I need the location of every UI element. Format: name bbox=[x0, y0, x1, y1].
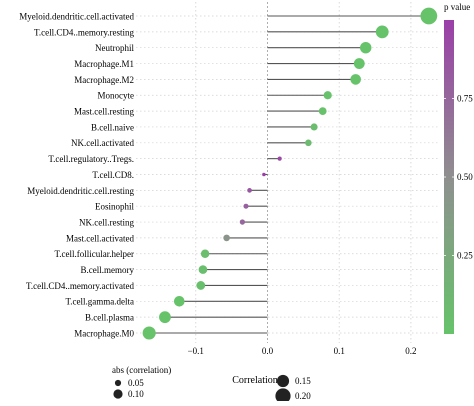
point bbox=[243, 203, 249, 209]
point bbox=[323, 91, 332, 100]
x-tick-label: −0.1 bbox=[188, 346, 204, 356]
size-legend-point bbox=[114, 379, 122, 387]
category-labels: Myeloid.dendritic.cell.activated T.cell.C… bbox=[19, 11, 134, 338]
point bbox=[198, 265, 208, 274]
colorbar-tick-label: 0.75 bbox=[457, 94, 473, 104]
point bbox=[223, 234, 230, 242]
point bbox=[420, 7, 438, 25]
point bbox=[200, 249, 210, 258]
category-label: Macrophage.M1 bbox=[74, 59, 134, 69]
category-label: Mast.cell.resting bbox=[74, 107, 134, 117]
category-label: B.cell.naive bbox=[91, 122, 134, 132]
x-tick-label: 0.0 bbox=[262, 346, 274, 356]
colorbar-tick-label: 0.50 bbox=[457, 172, 473, 182]
point bbox=[318, 107, 327, 116]
grid-lines bbox=[136, 2, 440, 343]
category-label: Macrophage.M0 bbox=[74, 328, 134, 338]
point bbox=[305, 139, 312, 147]
point bbox=[360, 41, 372, 54]
category-label: Macrophage.M2 bbox=[74, 75, 134, 85]
stems bbox=[149, 15, 429, 334]
colorbar-tick-label: 0.25 bbox=[457, 251, 473, 261]
x-tick-label: 0.1 bbox=[334, 346, 345, 356]
category-label: NK.cell.activated bbox=[71, 138, 134, 148]
x-tick-labels: −0.1 0.0 0.1 0.2 bbox=[188, 346, 417, 356]
size-legend-point bbox=[276, 374, 290, 388]
category-label: T.cell.gamma.delta bbox=[65, 297, 134, 307]
size-legend: abs (correlation) 0.050.10 0.15 0.20 bbox=[112, 365, 311, 404]
x-axis-label: Correlation bbox=[232, 375, 278, 386]
point bbox=[310, 123, 318, 131]
category-label: B.cell.memory bbox=[81, 265, 135, 275]
point bbox=[277, 156, 282, 161]
p-value-colorbar bbox=[444, 20, 454, 334]
category-label: T.cell.follicular.helper bbox=[54, 249, 134, 259]
point bbox=[239, 219, 246, 225]
category-label: T.cell.CD4..memory.activated bbox=[26, 281, 134, 291]
size-legend-point bbox=[113, 389, 123, 399]
size-legend-label: 0.05 bbox=[128, 378, 144, 388]
size-legend-label: 0.10 bbox=[128, 389, 144, 399]
category-label: Myeloid.dendritic.cell.activated bbox=[19, 11, 134, 21]
size-legend-label: 0.20 bbox=[295, 391, 311, 401]
x-tick-label: 0.2 bbox=[405, 346, 416, 356]
category-label: Eosinophil bbox=[95, 202, 135, 212]
category-label: Myeloid.dendritic.cell.resting bbox=[27, 186, 134, 196]
category-label: T.cell.CD8. bbox=[92, 170, 134, 180]
category-label: Neutrophil bbox=[95, 43, 134, 53]
category-label: Monocyte bbox=[98, 91, 135, 101]
point bbox=[262, 172, 266, 177]
point bbox=[353, 58, 365, 69]
point bbox=[247, 188, 252, 193]
point bbox=[350, 74, 361, 85]
size-legend-point bbox=[275, 388, 291, 404]
category-label: T.cell.regulatory..Tregs. bbox=[48, 154, 134, 164]
point bbox=[159, 311, 171, 324]
points bbox=[142, 7, 438, 340]
p-value-legend-title: p value bbox=[444, 2, 470, 12]
p-value-legend: p value 0.25 0.50 0.75 bbox=[444, 2, 473, 334]
point bbox=[142, 326, 156, 340]
point bbox=[375, 25, 389, 39]
size-legend-title: abs (correlation) bbox=[112, 365, 171, 375]
category-label: T.cell.CD4..memory.resting bbox=[34, 27, 134, 37]
category-label: B.cell.plasma bbox=[85, 313, 134, 323]
point bbox=[196, 281, 206, 290]
category-label: NK.cell.resting bbox=[79, 217, 134, 227]
point bbox=[173, 296, 185, 307]
category-label: Mast.cell.activated bbox=[66, 233, 134, 243]
size-legend-label: 0.15 bbox=[295, 376, 311, 386]
